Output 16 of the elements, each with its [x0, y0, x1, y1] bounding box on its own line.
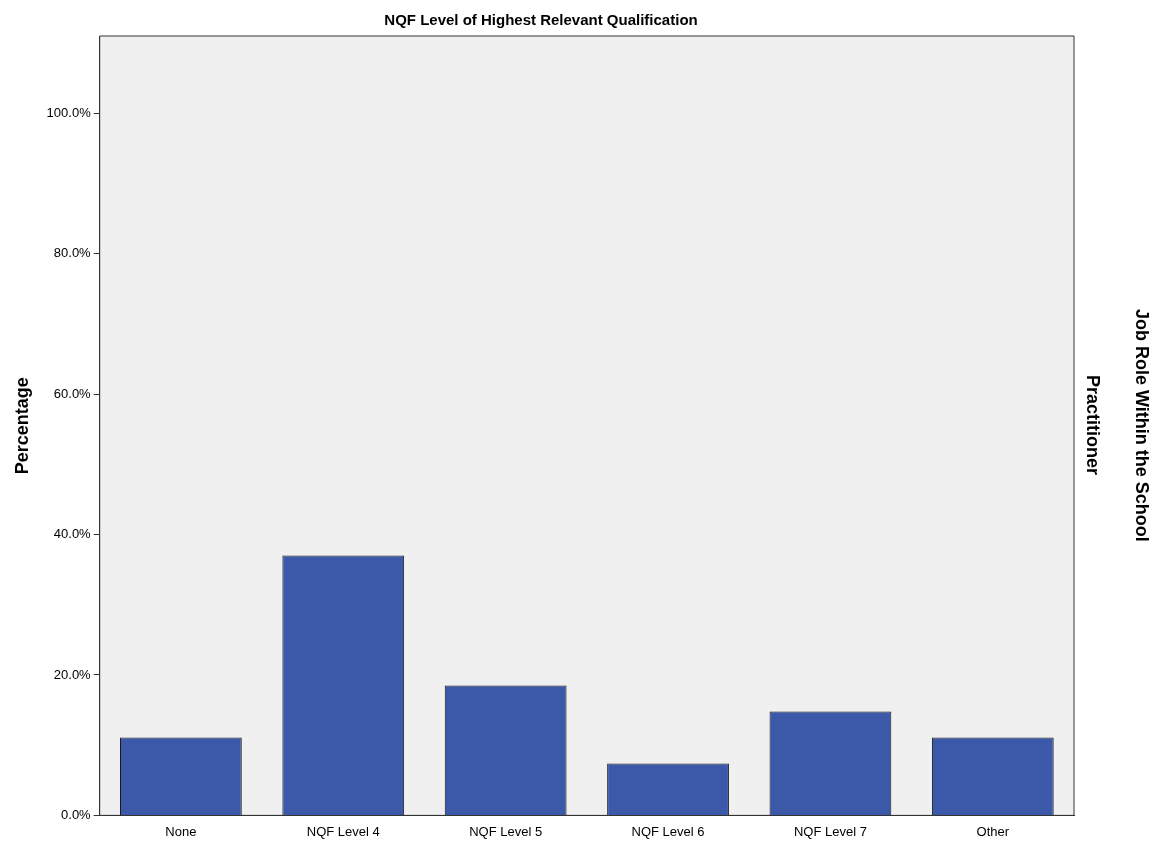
y-tick-label: 100.0% — [46, 104, 92, 120]
x-tick-label: Other — [976, 823, 1010, 839]
y-tick-label: 80.0% — [53, 245, 92, 261]
x-tick-label: None — [165, 823, 197, 839]
x-tick-label: NQF Level 5 — [469, 823, 543, 839]
y-tick-label: 20.0% — [53, 666, 92, 682]
y-tick-label: 0.0% — [61, 806, 92, 822]
y2-axis-title: Job Role Within the School — [1131, 309, 1152, 542]
chart-title: NQF Level of Highest Relevant Qualification — [384, 11, 698, 29]
x-tick-label: NQF Level 6 — [631, 823, 705, 839]
y-tick-label: 40.0% — [53, 526, 92, 542]
y-axis-title: Percentage — [11, 377, 32, 475]
y-tick-label: 60.0% — [53, 385, 92, 401]
text: Practitioner — [1082, 375, 1103, 476]
x-tick-label: NQF Level 4 — [306, 823, 380, 839]
x-tick-label: NQF Level 7 — [793, 823, 867, 839]
